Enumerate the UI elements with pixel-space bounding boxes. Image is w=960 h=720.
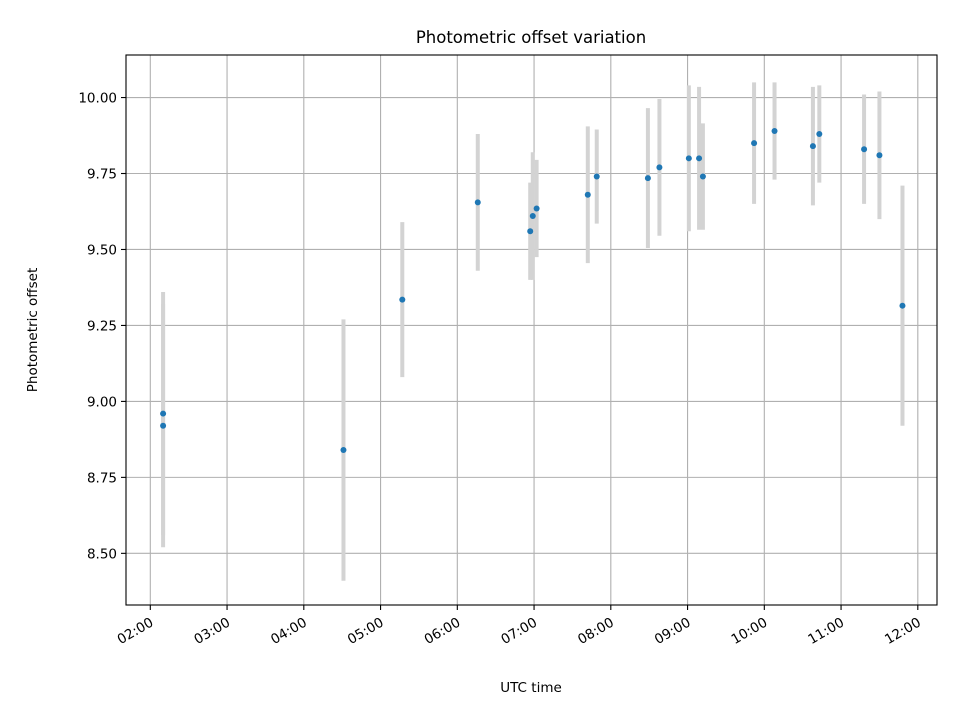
y-tick-label: 8.50 <box>87 546 117 562</box>
point-layer <box>160 127 906 454</box>
y-axis-label: Photometric offset <box>25 268 41 392</box>
data-point <box>644 175 651 182</box>
data-point <box>685 155 692 162</box>
data-point <box>593 173 600 180</box>
y-tick-label: 10.00 <box>78 91 117 107</box>
data-point <box>527 228 534 235</box>
plot-frame <box>125 54 938 606</box>
data-point <box>160 422 167 429</box>
data-point <box>751 140 758 147</box>
y-tick-label: 9.25 <box>87 318 117 334</box>
data-point <box>533 205 540 212</box>
data-point <box>160 410 167 417</box>
y-tick-label: 9.75 <box>87 167 117 183</box>
data-point <box>474 199 481 206</box>
chart-title: Photometric offset variation <box>416 28 646 47</box>
y-tick-label: 9.50 <box>87 242 117 258</box>
y-tick-label: 8.75 <box>87 470 117 486</box>
data-point <box>771 127 778 134</box>
y-tick-label: 9.00 <box>87 394 117 410</box>
data-point <box>816 131 823 138</box>
data-point <box>529 213 536 220</box>
data-point <box>340 447 347 454</box>
data-point <box>809 143 816 150</box>
data-point <box>656 164 663 171</box>
data-point <box>696 155 703 162</box>
data-point <box>899 302 906 309</box>
y-axis-ticks: 8.50 8.75 9.00 9.25 9.50 9.75 10.00 <box>78 91 126 562</box>
x-axis-label: UTC time <box>500 680 562 696</box>
data-point <box>584 191 591 198</box>
data-point <box>399 296 406 303</box>
data-point <box>861 146 868 153</box>
data-point <box>876 152 883 159</box>
data-point <box>699 173 706 180</box>
